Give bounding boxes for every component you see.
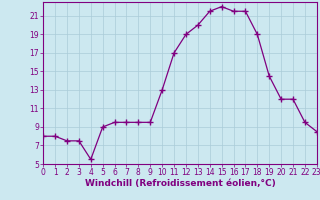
X-axis label: Windchill (Refroidissement éolien,°C): Windchill (Refroidissement éolien,°C) bbox=[84, 179, 276, 188]
